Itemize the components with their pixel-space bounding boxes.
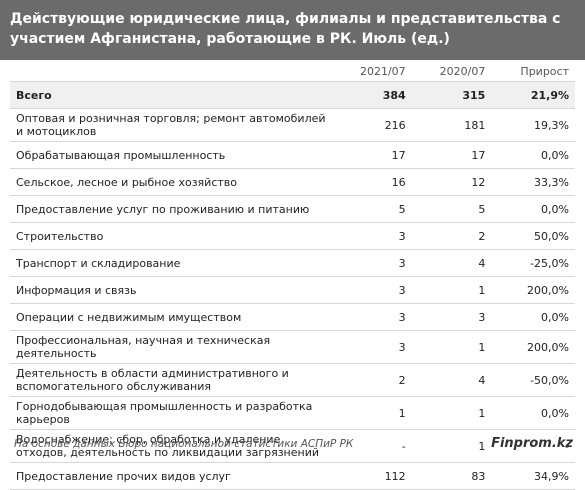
table-body: Всего 384 315 21,9% Оптовая и розничная торг… [10,81,575,490]
cell: 384 [332,81,412,109]
cell: 200,0% [491,330,575,364]
row-label: Транспорт и складирование [10,249,332,277]
row-label: Предоставление прочих видов услуг [10,462,332,490]
brand: Finprom.kz [491,436,573,451]
table-row: Горнодобывающая промышленность и разрабо… [10,396,575,430]
table-row: Строительство 3 2 50,0% [10,222,575,250]
header-row: 2021/07 2020/07 Прирост [10,62,575,82]
cell: -50,0% [491,363,575,397]
cell: 0,0% [491,141,575,169]
cell: 181 [411,108,492,142]
source: На основе данных Бюро национальной стати… [14,438,354,450]
table-row: Сельское, лесное и рыбное хозяйство 16 12 3… [10,168,575,196]
row-label: Всего [10,81,332,109]
row-label: Сельское, лесное и рыбное хозяйство [10,168,332,196]
cell: 5 [411,195,492,223]
column-header: 2021/07 [332,62,412,82]
row-label: Информация и связь [10,276,332,304]
cell: 0,0% [491,303,575,331]
cell: 0,0% [491,195,575,223]
column-header [10,62,332,82]
cell: 83 [411,462,492,490]
cell: 3 [411,303,492,331]
cell: 2 [332,363,412,397]
cell: 1 [411,330,492,364]
cell: -25,0% [491,249,575,277]
cell: - [332,429,412,463]
table-row: Предоставление прочих видов услуг 112 83 34… [10,462,575,490]
cell: 12 [411,168,492,196]
table-row: Оптовая и розничная торговля; ремонт авт… [10,108,575,142]
row-label: Предоставление услуг по проживанию и пит… [10,195,332,223]
cell: 16 [332,168,412,196]
table: 2021/07 2020/07 Прирост Всего 384 315 21,9% Опт… [10,62,575,490]
cell: 200,0% [491,276,575,304]
table-row: Обрабатывающая промышленность 17 17 0,0% [10,141,575,169]
cell: 17 [411,141,492,169]
table-row: Всего 384 315 21,9% [10,81,575,109]
cell: 3 [332,330,412,364]
column-header: 2020/07 [411,62,492,82]
cell: 34,9% [491,462,575,490]
title: Действующие юридические лица, филиалы и … [0,0,585,60]
cell: 1 [411,396,492,430]
cell: 17 [332,141,412,169]
row-label: Водоснабжение; сбор, обработка и удалени… [10,429,332,463]
cell: 1 [332,396,412,430]
cell: 1 [411,276,492,304]
table-row: Информация и связь 3 1 200,0% [10,276,575,304]
cell: 33,3% [491,168,575,196]
row-label: Оптовая и розничная торговля; ремонт авт… [10,108,332,142]
cell: 5 [332,195,412,223]
cell: 4 [411,363,492,397]
row-label: Строительство [10,222,332,250]
row-label: Горнодобывающая промышленность и разрабо… [10,396,332,430]
column-header: Прирост [491,62,575,82]
cell: 1 [411,429,492,463]
cell: 112 [332,462,412,490]
cell: 216 [332,108,412,142]
cell: 3 [332,276,412,304]
cell: 3 [332,222,412,250]
cell: 315 [411,81,492,109]
cell: - [491,429,575,463]
table-row: Водоснабжение; сбор, обработка и удалени… [10,429,575,463]
row-label: Обрабатывающая промышленность [10,141,332,169]
table-row: Деятельность в области административного… [10,363,575,397]
cell: 19,3% [491,108,575,142]
table-row: Транспорт и складирование 3 4 -25,0% [10,249,575,277]
cell: 50,0% [491,222,575,250]
cell: 3 [332,249,412,277]
table-row: Операции с недвижимым имуществом 3 3 0,0% [10,303,575,331]
table-row: Предоставление услуг по проживанию и пит… [10,195,575,223]
row-label: Деятельность в области административного… [10,363,332,397]
cell: 21,9% [491,81,575,109]
cell: 2 [411,222,492,250]
table-row: Профессиональная, научная и техническая … [10,330,575,364]
row-label: Операции с недвижимым имуществом [10,303,332,331]
cell: 0,0% [491,396,575,430]
cell: 3 [332,303,412,331]
row-label: Профессиональная, научная и техническая … [10,330,332,364]
cell: 4 [411,249,492,277]
